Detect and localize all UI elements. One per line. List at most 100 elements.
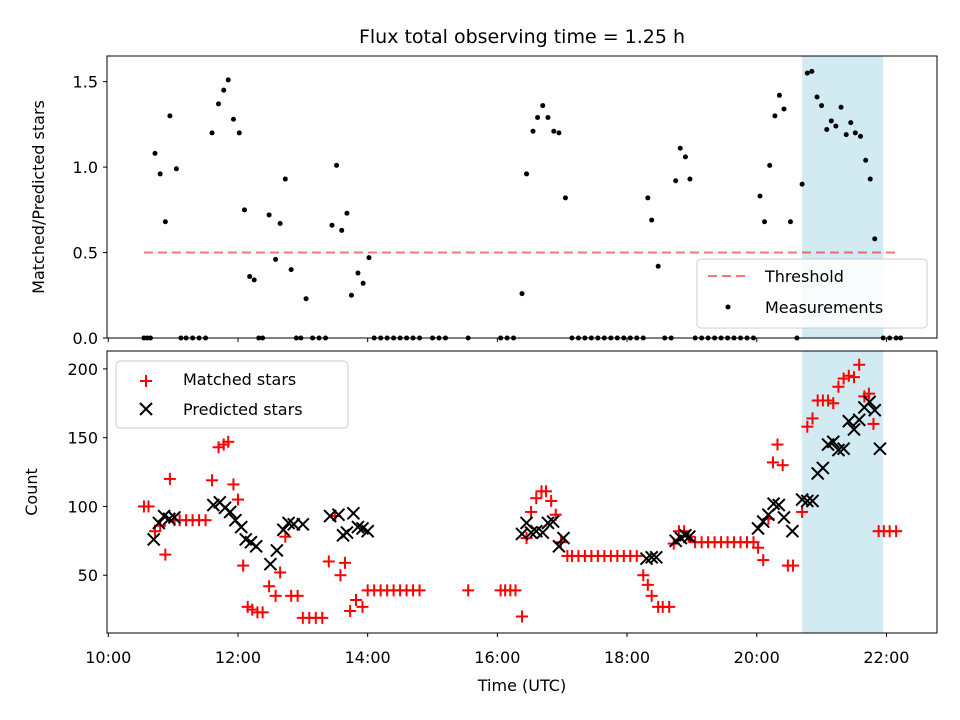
- predicted-point: [541, 516, 555, 530]
- predicted-point: [249, 539, 263, 554]
- matched-point: [163, 472, 176, 485]
- matched-point: [776, 459, 789, 472]
- predicted-point: [360, 524, 375, 538]
- matched-point: [530, 492, 543, 505]
- bottom-xticks: 10:00 12:00 14:00 16:00 18:00 20:00 22:00: [85, 633, 909, 667]
- matched-point: [837, 372, 850, 385]
- bottom-points: [137, 358, 903, 624]
- matched-point: [237, 559, 250, 572]
- predicted-point: [682, 530, 697, 544]
- measurement-point: [355, 270, 361, 276]
- measurement-point: [273, 256, 279, 262]
- measurement-point: [329, 222, 335, 228]
- measurement-point: [152, 150, 158, 156]
- matched-point: [462, 584, 475, 597]
- predicted-point: [281, 516, 296, 530]
- measurement-point: [562, 195, 568, 201]
- measurement-point: [687, 176, 693, 182]
- predicted-point: [777, 510, 791, 525]
- predicted-point: [761, 507, 776, 522]
- matched-point: [525, 505, 538, 518]
- measurement-point: [535, 115, 541, 121]
- measurement-point: [247, 273, 253, 279]
- measurement-point: [833, 123, 839, 129]
- top-ytick-label: 1.5: [73, 73, 98, 92]
- matched-point: [263, 580, 276, 593]
- predicted-point: [223, 505, 237, 519]
- bottom-xtick-label: 18:00: [604, 648, 650, 667]
- bottom-xtick-label: 14:00: [345, 648, 391, 667]
- predicted-point: [167, 510, 182, 525]
- measurement-point: [221, 87, 227, 93]
- predicted-point: [873, 441, 887, 456]
- predicted-point: [751, 521, 765, 536]
- bottom-xtick-label: 22:00: [863, 648, 909, 667]
- matched-point: [752, 541, 765, 554]
- measurement-point: [645, 195, 651, 201]
- measurement-point: [852, 130, 858, 136]
- matched-point: [350, 593, 362, 606]
- measurement-point: [781, 106, 787, 112]
- predicted-point: [552, 539, 566, 554]
- measurement-point: [767, 162, 773, 168]
- matched-point: [766, 456, 779, 469]
- measurement-point: [649, 217, 655, 223]
- measurement-point: [334, 162, 340, 168]
- top-ytick-label: 1.0: [73, 158, 98, 177]
- measurement-point: [236, 130, 242, 136]
- matched-point: [516, 610, 528, 623]
- top-ylabel: Matched/Predicted stars: [29, 100, 48, 294]
- matched-point: [509, 584, 522, 597]
- matched-point: [274, 566, 287, 579]
- matched-point: [771, 438, 784, 451]
- top-ytick-label: 0.0: [73, 329, 98, 348]
- matched-point: [832, 380, 845, 393]
- matched-point: [641, 578, 654, 591]
- measurement-point: [824, 126, 830, 132]
- legend-matched-label: Matched stars: [183, 370, 296, 389]
- predicted-point: [766, 496, 781, 511]
- predicted-point: [649, 550, 663, 565]
- measurement-point: [772, 113, 778, 119]
- predicted-point: [678, 528, 693, 543]
- legend-matched-swatch: [140, 375, 152, 387]
- measurement-point: [545, 115, 551, 121]
- matched-point: [222, 435, 235, 448]
- top-xticks: [107, 338, 887, 342]
- measurement-point: [366, 255, 372, 261]
- predicted-point: [836, 441, 851, 456]
- matched-point: [413, 584, 426, 597]
- measurement-point: [857, 133, 863, 139]
- measurement-point: [872, 236, 878, 242]
- predicted-point: [351, 520, 365, 534]
- predicted-point: [785, 524, 800, 538]
- predicted-point: [862, 395, 877, 409]
- predicted-point: [270, 543, 284, 558]
- matched-point: [801, 420, 814, 433]
- matched-point: [227, 478, 240, 491]
- predicted-point: [346, 506, 361, 521]
- measurement-point: [216, 101, 222, 107]
- matched-point: [269, 589, 282, 602]
- bottom-yticks: 50 100 150 200: [67, 360, 107, 585]
- matched-point: [199, 514, 212, 527]
- predicted-point: [847, 422, 861, 437]
- matched-point: [338, 556, 351, 569]
- measurement-point: [157, 171, 163, 177]
- bottom-xtick-label: 16:00: [474, 648, 520, 667]
- predicted-point: [546, 514, 560, 529]
- predicted-point: [263, 557, 278, 571]
- measurement-point: [241, 207, 247, 213]
- matched-point: [757, 554, 770, 567]
- measurement-point: [787, 219, 793, 225]
- matched-point: [334, 569, 347, 582]
- matched-point: [206, 474, 219, 487]
- matched-point: [853, 358, 866, 371]
- measurement-point: [348, 292, 354, 298]
- measurement-point: [843, 132, 849, 138]
- bottom-xtick-label: 20:00: [734, 648, 780, 667]
- matched-point: [645, 589, 658, 602]
- matched-point: [890, 525, 903, 538]
- legend-measurements-label: Measurements: [765, 298, 883, 317]
- legend-predicted-label: Predicted stars: [183, 400, 303, 419]
